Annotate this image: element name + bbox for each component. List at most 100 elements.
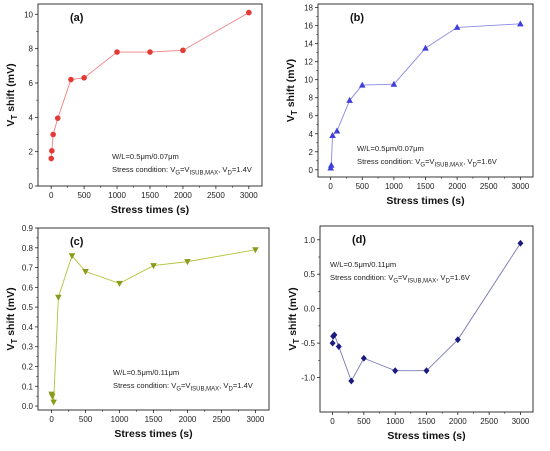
y-tick-label: 0.0	[304, 305, 316, 314]
note-subscript: D	[472, 163, 477, 169]
y-tick-label: 18	[304, 4, 313, 13]
data-point	[184, 259, 191, 266]
data-point	[48, 393, 56, 400]
data-point	[331, 331, 338, 339]
series-line	[330, 23, 521, 169]
note-text: , V	[218, 165, 228, 174]
data-point	[82, 269, 89, 276]
data-point	[422, 44, 429, 51]
note-subscript: D	[227, 171, 232, 177]
data-point	[252, 247, 259, 254]
x-axis-label: Stress times (s)	[111, 204, 189, 216]
y-axis-label-sub: T	[10, 115, 19, 120]
stress-condition-note: Stress condition: VG=VISUB,MAX, VD=1.4V	[113, 381, 254, 393]
note-subscript: G	[420, 163, 425, 169]
note-subscript: G	[176, 387, 181, 393]
note-text: =V	[181, 381, 191, 390]
y-tick-label: 8	[309, 94, 314, 103]
x-axis-label: Stress times (s)	[114, 428, 192, 440]
data-point	[392, 367, 399, 375]
x-tick-label: 1000	[111, 415, 129, 424]
note-text: =1.6V	[450, 273, 471, 282]
data-point	[517, 20, 524, 27]
panel-2: 0 500 1000 1500 2000 2500 3000 0 2 4 6 8 10 12 14 16 18 S…	[285, 3, 534, 207]
y-axis-label-rest: shift (mV)	[5, 287, 17, 338]
note-text: Stress condition: V	[357, 157, 421, 166]
x-tick-label: 500	[356, 182, 370, 191]
y-axis-label-rest: shift (mV)	[5, 63, 17, 114]
y-axis-label-main: V	[5, 344, 17, 351]
data-point	[390, 80, 398, 87]
y-tick-label: 0.8	[22, 244, 34, 253]
note-text: =1.4V	[233, 381, 254, 390]
y-axis-label-main: V	[5, 120, 17, 127]
panel-4: 0 500 1000 1500 2000 2500 3000 -1.0 -0.5 0.0 0.5 1.…	[287, 225, 534, 442]
y-tick-label: 0	[309, 166, 314, 175]
y-axis-label-sub: T	[10, 339, 19, 344]
data-point	[329, 339, 336, 347]
data-point	[360, 354, 367, 362]
y-axis-label-sub: T	[292, 339, 301, 344]
x-tick-label: 2500	[213, 415, 231, 424]
data-point	[50, 399, 57, 406]
x-tick-label: 3000	[247, 415, 265, 424]
y-tick-label: 0.3	[22, 343, 34, 352]
y-tick-label: -1.0	[301, 374, 315, 383]
note-text: =V	[425, 157, 435, 166]
y-tick-label: 6	[29, 79, 34, 88]
note-text: Stress condition: V	[112, 165, 176, 174]
panel-3: 0 500 1000 1500 2000 2500 3000 0.0 0.1 0.2 0.3 0.4 0…	[5, 224, 270, 440]
data-point	[454, 336, 461, 344]
x-tick-label: 0	[49, 191, 54, 200]
geometry-note: W/L=0.5μm/0.07μm	[357, 144, 424, 153]
data-point	[517, 239, 524, 247]
data-point	[329, 132, 336, 139]
data-point	[346, 96, 353, 103]
data-point	[147, 49, 153, 55]
data-point	[68, 253, 76, 260]
y-axis-label-main: V	[285, 115, 297, 122]
y-tick-label: 10	[24, 10, 33, 19]
stress-condition-note: Stress condition: VG=VISUB,MAX, VD=1.6V	[357, 157, 498, 169]
note-text: =1.4V	[232, 165, 253, 174]
y-tick-label: 14	[304, 40, 313, 49]
y-tick-label: 4	[309, 130, 314, 139]
y-tick-label: 0.0	[22, 402, 34, 411]
x-tick-label: 1500	[417, 182, 435, 191]
x-tick-label: 2000	[174, 191, 192, 200]
note-subscript: G	[393, 279, 398, 285]
data-point	[114, 49, 120, 55]
y-tick-label: 2	[309, 148, 314, 157]
panel-label: (b)	[350, 12, 364, 24]
note-text: , V	[436, 273, 446, 282]
x-tick-label: 1000	[386, 417, 404, 426]
note-text: =V	[398, 273, 408, 282]
data-point	[335, 343, 342, 350]
data-point	[116, 280, 123, 287]
x-tick-label: 1000	[108, 191, 126, 200]
y-axis-label: VT shift (mV)	[5, 63, 19, 126]
note-text: Stress condition: V	[330, 273, 394, 282]
x-axis-label: Stress times (s)	[386, 195, 464, 207]
note-subscript: G	[175, 171, 180, 177]
data-point	[54, 115, 61, 121]
note-subscript: ISUB,MAX	[190, 387, 219, 393]
panel-label: (d)	[352, 234, 366, 246]
x-tick-label: 1500	[418, 417, 436, 426]
x-tick-label: 2000	[449, 417, 467, 426]
y-axis-label-rest: shift (mV)	[285, 59, 297, 110]
geometry-note: W/L=0.5μm/0.07μm	[112, 152, 179, 161]
x-tick-label: 3000	[511, 182, 529, 191]
x-tick-label: 0	[330, 417, 335, 426]
x-tick-label: 500	[357, 417, 371, 426]
data-point	[81, 75, 87, 81]
note-subscript: ISUB,MAX	[189, 171, 218, 177]
stress-condition-note: Stress condition: VG=VISUB,MAX, VD=1.6V	[330, 273, 471, 285]
y-tick-label: 2	[29, 148, 34, 157]
y-tick-label: 16	[304, 22, 313, 31]
y-tick-label: 0.4	[22, 323, 34, 332]
panel-1: 0 500 1000 1500 2000 2500 3000 0 2 4 6 8 10 Stress ti…	[5, 3, 263, 216]
data-point	[246, 9, 252, 16]
